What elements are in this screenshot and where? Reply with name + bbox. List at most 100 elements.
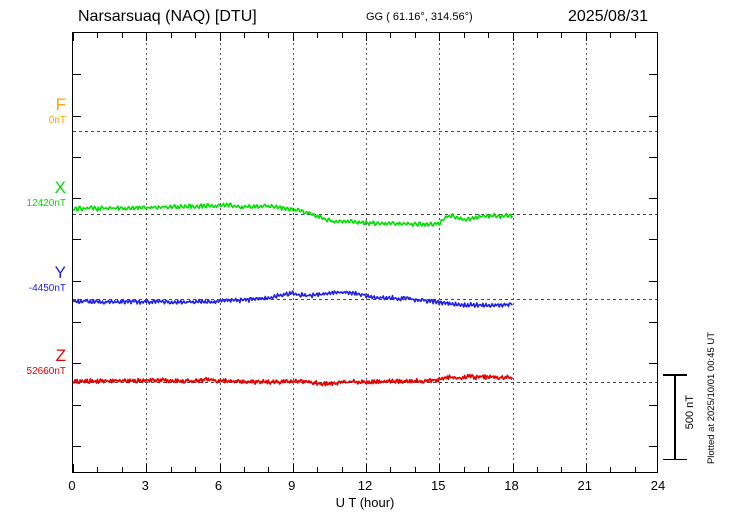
axis-tick-minor xyxy=(268,467,270,472)
axis-tick-y xyxy=(649,363,657,365)
axis-tick-major xyxy=(146,464,148,472)
geographic-coordinates: GG ( 61.16°, 314.56°) xyxy=(366,11,473,23)
axis-tick-major xyxy=(146,33,148,41)
axis-tick-y xyxy=(649,74,657,76)
axis-tick-minor xyxy=(414,467,416,472)
axis-tick-minor xyxy=(463,33,465,38)
scale-bar xyxy=(663,374,687,460)
axis-tick-major xyxy=(366,464,367,472)
axis-tick-minor xyxy=(561,467,563,472)
x-tick-label: 12 xyxy=(357,478,373,493)
station-title: Narsarsuaq (NAQ) [DTU] xyxy=(78,8,257,25)
axis-tick-minor xyxy=(414,33,416,38)
axis-tick-y xyxy=(73,363,81,365)
axis-tick-minor xyxy=(634,467,636,472)
baseline-x xyxy=(73,214,657,215)
trace-x xyxy=(73,202,514,227)
axis-tick-major xyxy=(366,33,367,41)
axis-tick-y xyxy=(649,322,657,324)
axis-tick-y xyxy=(649,198,657,200)
axis-tick-y xyxy=(73,198,81,200)
axis-tick-y xyxy=(73,322,81,324)
axis-tick-minor xyxy=(536,33,538,38)
axis-tick-y xyxy=(649,239,657,241)
gridline-vertical xyxy=(219,33,221,472)
baseline-f xyxy=(73,131,657,132)
plot-area xyxy=(73,33,657,472)
axis-tick-minor xyxy=(243,467,245,472)
component-label-y: Y -4450nT xyxy=(29,264,66,294)
axis-tick-minor xyxy=(317,467,319,472)
x-tick-label: 21 xyxy=(577,478,592,493)
component-label-f: F 0nT xyxy=(49,96,66,126)
axis-tick-minor xyxy=(170,467,172,472)
x-tick-label: 18 xyxy=(504,478,519,493)
x-tick-label: 9 xyxy=(288,478,296,493)
axis-tick-y xyxy=(73,404,81,406)
x-tick-label: 24 xyxy=(650,478,666,493)
gridline-vertical xyxy=(439,33,441,472)
axis-tick-minor xyxy=(121,467,123,472)
x-tick-label: 6 xyxy=(214,478,223,493)
axis-tick-minor xyxy=(195,467,197,472)
x-axis-title: U T (hour) xyxy=(335,495,395,510)
component-baseline-value: 12420nT xyxy=(26,198,66,209)
gridline-vertical xyxy=(292,33,294,472)
axis-tick-minor xyxy=(170,33,172,38)
axis-tick-minor xyxy=(121,33,123,38)
axis-tick-minor xyxy=(536,467,538,472)
axis-tick-minor xyxy=(195,33,197,38)
trace-z xyxy=(73,373,514,387)
axis-tick-major xyxy=(439,33,441,41)
component-symbol: F xyxy=(55,95,66,114)
axis-tick-major xyxy=(292,33,294,41)
axis-tick-y xyxy=(649,280,657,282)
axis-tick-minor xyxy=(341,33,343,38)
axis-tick-minor xyxy=(561,33,563,38)
component-symbol: X xyxy=(54,178,66,197)
component-label-z: Z 52660nT xyxy=(27,347,66,377)
gridline-vertical xyxy=(512,33,514,472)
axis-tick-y xyxy=(649,156,657,158)
axis-tick-minor xyxy=(243,33,245,38)
axis-tick-y xyxy=(649,115,657,117)
axis-tick-minor xyxy=(488,33,490,38)
axis-tick-major xyxy=(585,464,587,472)
trace-line xyxy=(73,290,513,308)
component-baseline-value: 52660nT xyxy=(26,366,66,377)
axis-tick-major xyxy=(73,464,74,472)
axis-tick-minor xyxy=(390,33,392,38)
scale-bar-bottom-cap xyxy=(663,458,687,460)
trace-line xyxy=(73,373,514,387)
baseline-y xyxy=(73,299,657,300)
axis-tick-major xyxy=(219,33,221,41)
plot-frame xyxy=(72,32,658,473)
axis-tick-y xyxy=(73,156,81,158)
scale-bar-line xyxy=(674,374,676,460)
axis-tick-major xyxy=(439,464,441,472)
axis-tick-y xyxy=(649,404,657,406)
x-tick-label: 0 xyxy=(68,478,76,493)
component-baseline-value: 0nT xyxy=(48,115,66,126)
gridline-vertical xyxy=(366,33,367,472)
axis-tick-major xyxy=(73,33,74,41)
axis-tick-minor xyxy=(463,467,465,472)
axis-tick-y xyxy=(73,445,81,447)
component-symbol: Y xyxy=(54,263,66,282)
x-tick-label: 15 xyxy=(431,478,446,493)
axis-tick-minor xyxy=(610,467,612,472)
axis-tick-major xyxy=(512,33,514,41)
axis-tick-minor xyxy=(97,467,99,472)
component-symbol: Z xyxy=(55,346,66,365)
scale-bar-label: 500 nT xyxy=(684,395,696,430)
axis-tick-minor xyxy=(610,33,612,38)
plot-timestamp: Plotted at 2025/10/01 00:45 UT xyxy=(706,332,717,465)
trace-y xyxy=(73,290,513,308)
component-label-x: X 12420nT xyxy=(27,179,66,209)
component-baseline-value: -4450nT xyxy=(28,283,66,294)
observation-date: 2025/08/31 xyxy=(568,8,649,25)
axis-tick-y xyxy=(73,115,81,117)
axis-tick-y xyxy=(73,74,81,76)
axis-tick-y xyxy=(73,280,81,282)
